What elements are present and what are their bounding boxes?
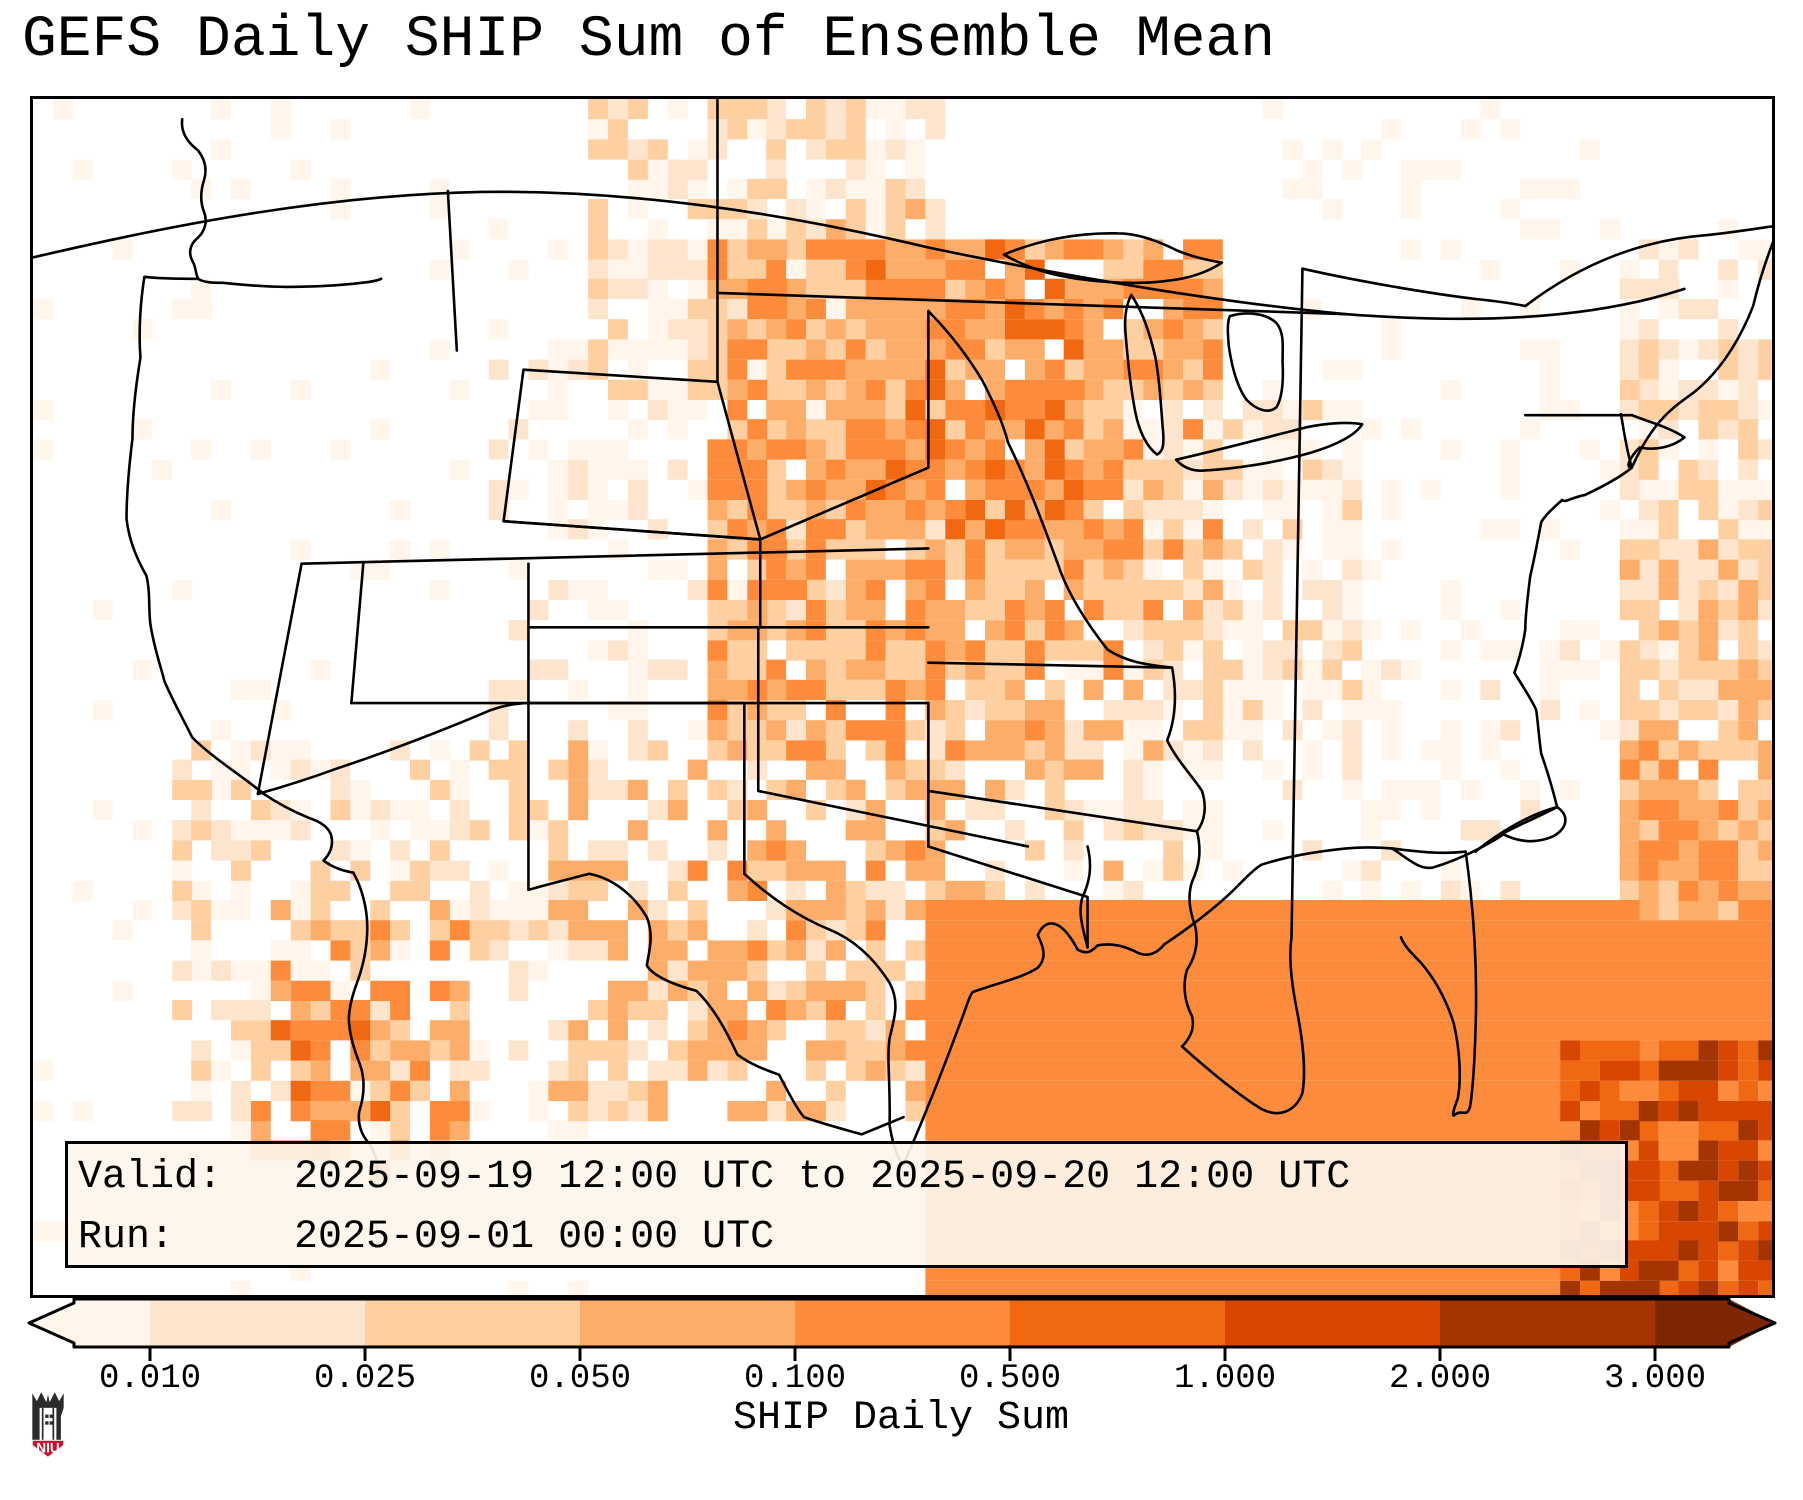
svg-text:NIU: NIU [36, 1441, 59, 1456]
